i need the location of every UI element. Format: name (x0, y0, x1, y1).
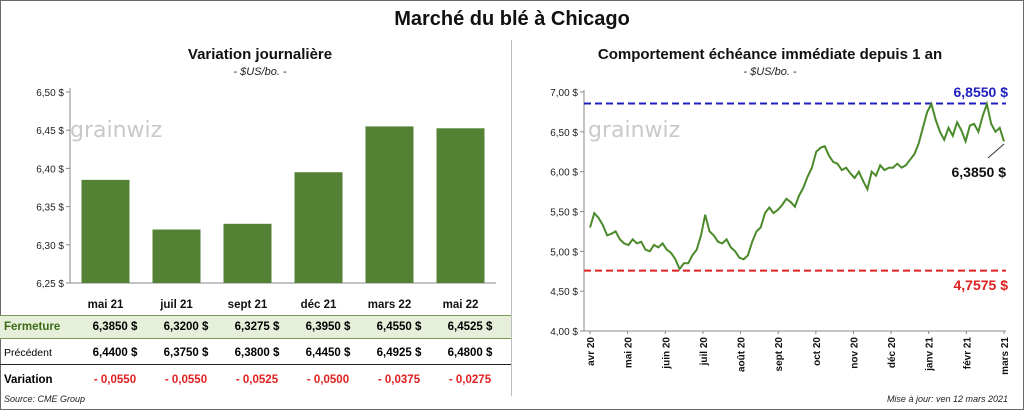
variation-value: - 0,0375 (377, 374, 421, 386)
row-variation: Variation - 0,0550 - 0,0550 - 0,0525 - 0… (0, 369, 511, 391)
row-fermeture-label: Fermeture (4, 321, 61, 333)
variation-value: - 0,0275 (448, 374, 492, 386)
x-tick-label: déc 20 (887, 337, 898, 369)
fermeture-value: 6,3275 $ (234, 321, 280, 333)
line-chart: grainwiz 4,00 $ 4,50 $ 5,00 $ 5,50 $ 6,00 $ 6… (550, 84, 1011, 375)
precedent-value: 6,4925 $ (376, 347, 422, 359)
fermeture-value: 6,3850 $ (92, 321, 138, 333)
fermeture-value: 6,4550 $ (376, 321, 422, 333)
x-category-label: juil 21 (159, 299, 193, 311)
y-tick-label: 6,30 $ (36, 241, 64, 252)
y-tick-label: 6,40 $ (36, 164, 64, 175)
precedent-value: 6,3750 $ (163, 347, 209, 359)
bar-chart: grainwiz 6,25 $ 6,30 $ 6,35 $ 6,40 $ 6,45 $ 6… (36, 88, 496, 311)
x-tick-label: avr 20 (586, 337, 597, 366)
bar (294, 172, 343, 283)
x-tick-label: oct 20 (812, 337, 823, 366)
x-category-label: mars 22 (368, 299, 411, 311)
bar (436, 128, 485, 283)
variation-value: - 0,0550 (93, 374, 137, 386)
row-precedent-label: Précédent (4, 347, 52, 359)
source-note: Source: CME Group (4, 394, 86, 404)
y-tick-label: 4,00 $ (550, 327, 578, 338)
fermeture-value: 6,3200 $ (163, 321, 209, 333)
line-chart-title: Comportement échéance immédiate depuis 1… (597, 46, 943, 63)
bar (223, 223, 272, 283)
price-series-line (589, 100, 1005, 271)
row-fermeture: Fermeture 6,3850 $ 6,3200 $ 6,3275 $ 6,3… (0, 315, 511, 339)
bar (81, 179, 130, 283)
variation-value: - 0,0500 (306, 374, 350, 386)
grainwiz-watermark: grainwiz (70, 118, 162, 143)
x-tick-label: mars 21 (1000, 337, 1011, 375)
y-tick-label: 5,50 $ (550, 208, 578, 219)
line-chart-subtitle: - $US/bo. - (743, 66, 797, 78)
bar-chart-title: Variation journalière (187, 46, 333, 63)
y-tick-label: 6,50 $ (36, 88, 64, 99)
y-tick-label: 6,00 $ (550, 168, 578, 179)
last-price-leader (987, 143, 1005, 159)
x-category-label: sept 21 (228, 299, 268, 311)
row-variation-label: Variation (4, 374, 53, 386)
x-tick-label: août 20 (737, 337, 748, 372)
y-tick-label: 4,50 $ (550, 287, 578, 298)
variation-value: - 0,0550 (164, 374, 208, 386)
fermeture-value: 6,4525 $ (447, 321, 493, 333)
x-tick-label: juin 20 (661, 337, 672, 370)
update-note: Mise à jour: ven 12 mars 2021 (886, 394, 1008, 404)
y-tick-label: 7,00 $ (550, 88, 578, 99)
max-price-label: 6,8550 $ (954, 84, 1009, 100)
y-tick-label: 6,35 $ (36, 203, 64, 214)
y-tick-label: 6,45 $ (36, 126, 64, 137)
x-tick-label: févr 21 (962, 337, 973, 370)
y-tick-label: 6,25 $ (36, 279, 64, 290)
precedent-value: 6,4800 $ (447, 347, 493, 359)
precedent-value: 6,4450 $ (305, 347, 351, 359)
bar-chart-subtitle: - $US/bo. - (233, 66, 287, 78)
main-title: Marché du blé à Chicago (394, 8, 630, 30)
x-category-label: mai 21 (88, 299, 124, 311)
y-tick-label: 6,50 $ (550, 128, 578, 139)
x-category-label: déc 21 (301, 299, 337, 311)
x-tick-label: juil 20 (699, 337, 710, 367)
x-tick-label: sept 20 (774, 337, 785, 372)
x-category-label: mai 22 (443, 299, 479, 311)
bar (152, 229, 201, 283)
min-price-label: 4,7575 $ (954, 277, 1009, 293)
bar (365, 126, 414, 283)
fermeture-value: 6,3950 $ (305, 321, 351, 333)
precedent-value: 6,3800 $ (234, 347, 280, 359)
row-precedent: Précédent 6,4400 $ 6,3750 $ 6,3800 $ 6,4… (0, 342, 511, 365)
x-tick-label: nov 20 (850, 337, 861, 369)
variation-value: - 0,0525 (235, 374, 279, 386)
x-tick-label: mai 20 (624, 337, 635, 369)
y-tick-label: 5,00 $ (550, 247, 578, 258)
x-tick-label: janv 21 (925, 337, 936, 372)
panel-divider (511, 40, 512, 396)
last-price-label: 6,3850 $ (952, 164, 1007, 180)
grainwiz-watermark: grainwiz (588, 118, 680, 143)
precedent-value: 6,4400 $ (92, 347, 138, 359)
